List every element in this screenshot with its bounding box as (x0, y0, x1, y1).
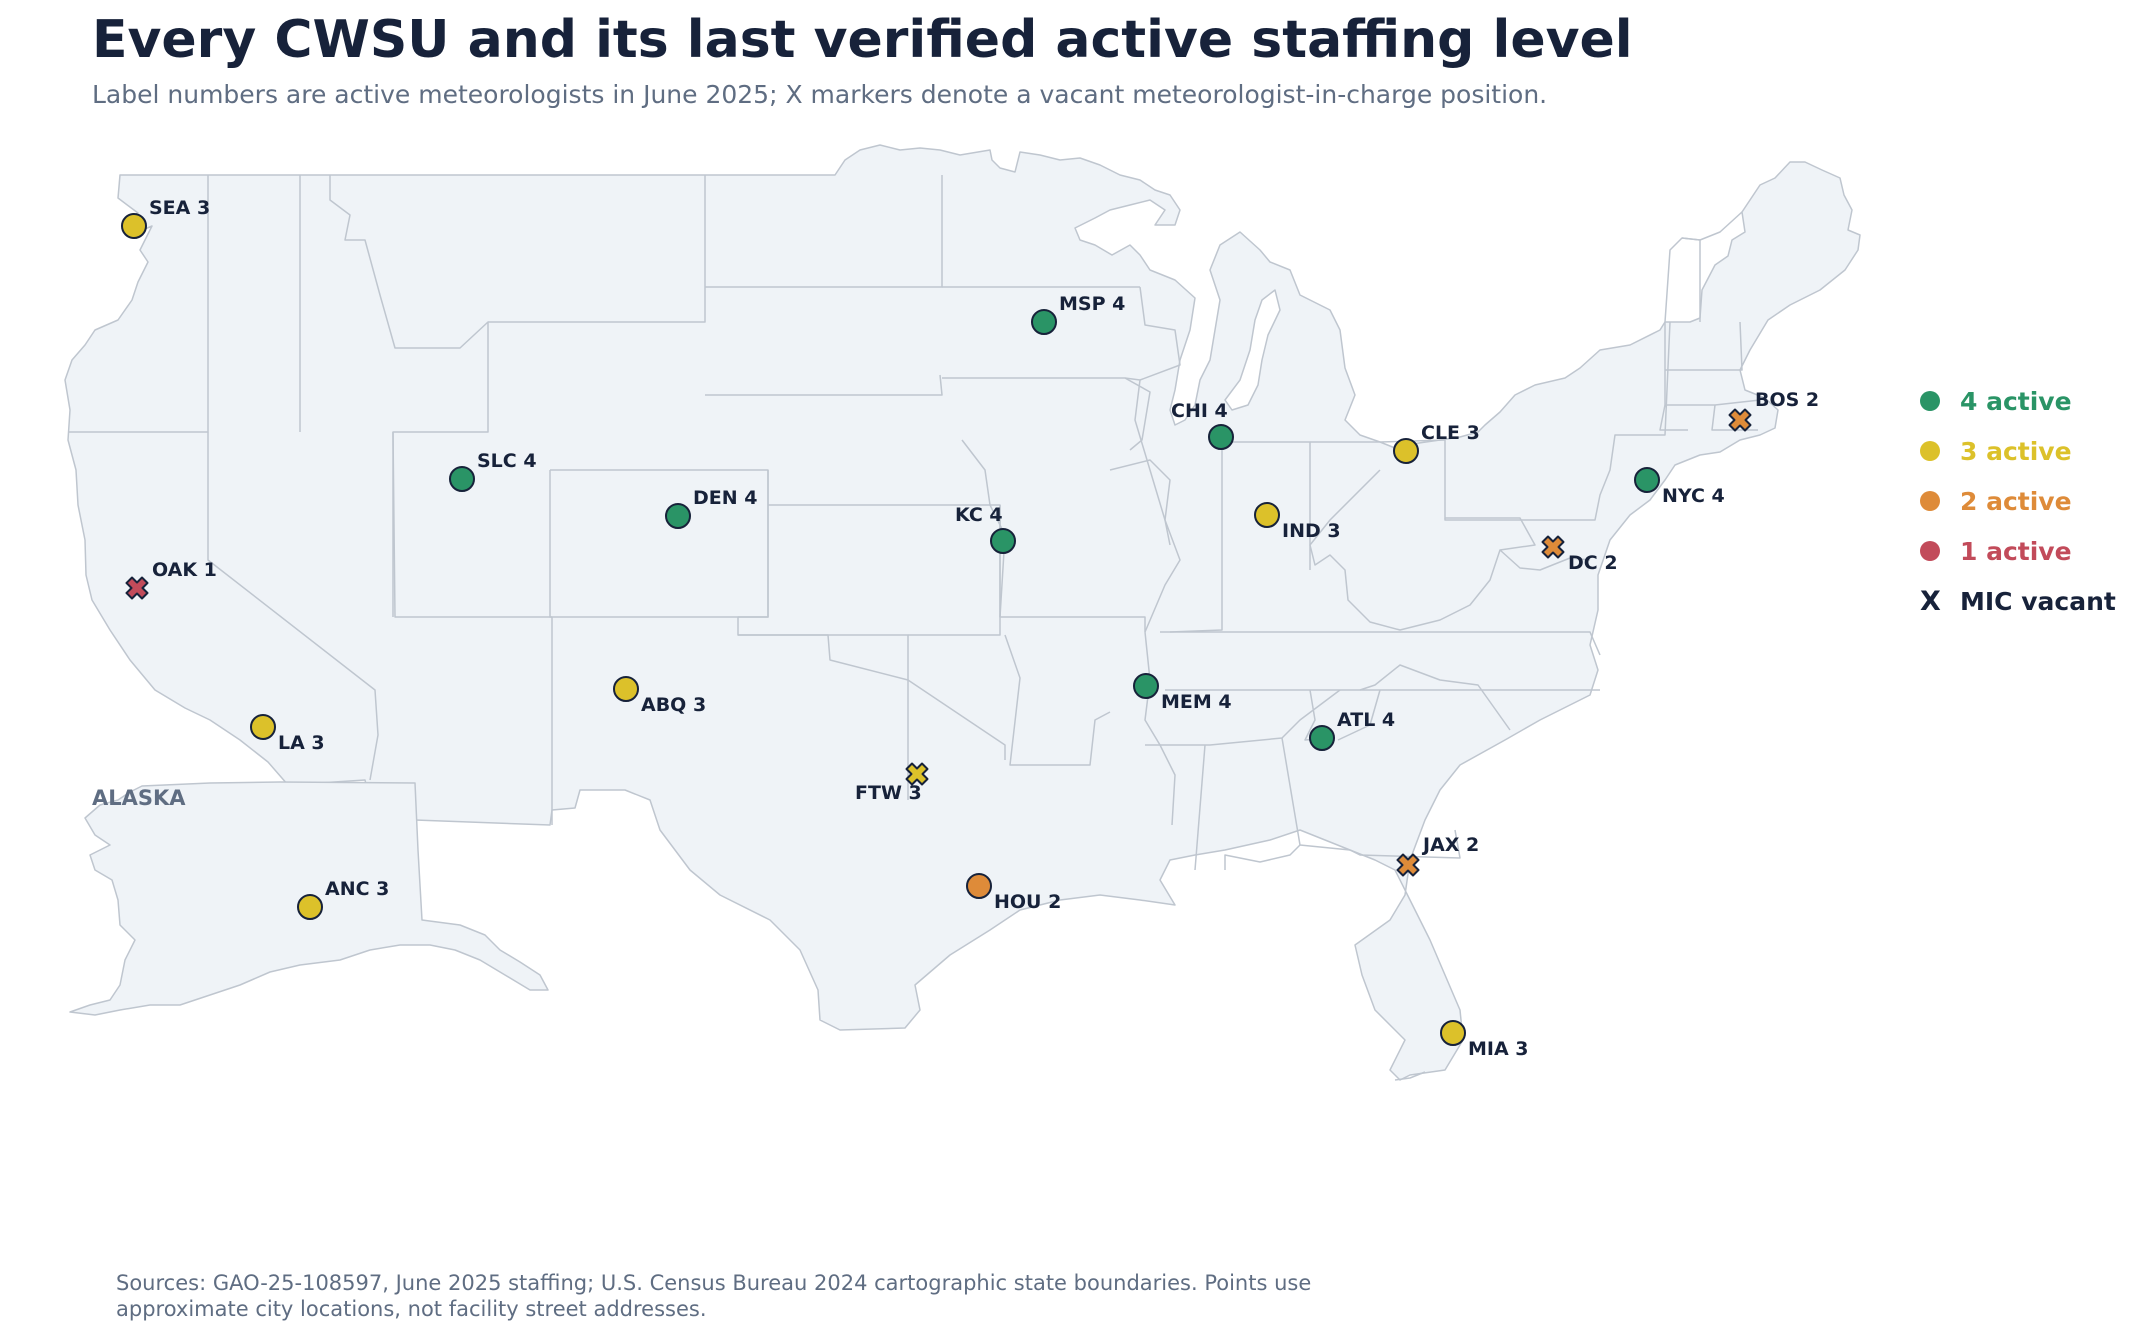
staffing-dot-icon (665, 503, 691, 529)
state-borders (68, 175, 1761, 871)
legend-item-mic-vacant: X MIC vacant (1920, 576, 2116, 626)
cwsu-marker-den: DEN 4 (665, 487, 758, 529)
cwsu-marker-kc: KC 4 (955, 504, 1016, 554)
cwsu-markers: SEA 3 MSP 4 CHI 4 CLE 3 BOS 2 NYC 4 SLC 4 DEN 4… (121, 197, 1819, 1060)
cwsu-label: ABQ 3 (641, 694, 706, 716)
mic-vacant-x-icon (905, 762, 929, 786)
legend-label: 2 active (1960, 486, 2072, 516)
cwsu-label: DEN 4 (693, 487, 758, 509)
staffing-dot-icon (1254, 502, 1280, 528)
staffing-dot-icon (1133, 673, 1159, 699)
cwsu-marker-atl: ATL 4 (1309, 709, 1395, 751)
staffing-dot-icon (1031, 309, 1057, 335)
lake-michigan (1224, 289, 1281, 411)
mic-vacant-x-icon (1728, 408, 1752, 432)
cwsu-marker-hou: HOU 2 (966, 873, 1061, 913)
cwsu-marker-dc: DC 2 (1541, 535, 1618, 574)
cwsu-marker-msp: MSP 4 (1031, 293, 1125, 335)
cwsu-marker-nyc: NYC 4 (1634, 467, 1725, 507)
staffing-dot-icon (1309, 725, 1335, 751)
legend: 4 active 3 active 2 active 1 active X MI… (1920, 376, 2116, 626)
staffing-dot-icon (1634, 467, 1660, 493)
cwsu-label: KC 4 (955, 504, 1003, 526)
cwsu-label: LA 3 (278, 732, 325, 754)
cwsu-label: FTW 3 (855, 782, 922, 804)
cwsu-label: OAK 1 (152, 559, 217, 581)
cwsu-label: CLE 3 (1421, 422, 1480, 444)
staffing-dot-icon (121, 213, 147, 239)
legend-label: 4 active (1960, 386, 2072, 416)
cwsu-label: HOU 2 (994, 891, 1061, 913)
cwsu-marker-la: LA 3 (250, 714, 325, 754)
cwsu-label: SEA 3 (149, 197, 210, 219)
cwsu-marker-ind: IND 3 (1254, 502, 1341, 542)
cwsu-label: MSP 4 (1059, 293, 1125, 315)
legend-dot-icon (1920, 441, 1940, 461)
legend-label: MIC vacant (1960, 586, 2116, 616)
staffing-dot-icon (1393, 438, 1419, 464)
cwsu-marker-sea: SEA 3 (121, 197, 210, 239)
staffing-dot-icon (297, 894, 323, 920)
cwsu-marker-chi: CHI 4 (1171, 400, 1234, 450)
staffing-dot-icon (613, 676, 639, 702)
cwsu-label: IND 3 (1282, 520, 1341, 542)
cwsu-marker-abq: ABQ 3 (613, 676, 706, 716)
cwsu-label: CHI 4 (1171, 400, 1228, 422)
cwsu-label: ATL 4 (1337, 709, 1395, 731)
staffing-dot-icon (1440, 1020, 1466, 1046)
cwsu-marker-jax: JAX 2 (1396, 834, 1479, 877)
staffing-dot-icon (966, 873, 992, 899)
source-line: Sources: GAO-25-108597, June 2025 staffi… (116, 1271, 1312, 1295)
mic-vacant-x-icon (1541, 535, 1565, 559)
legend-label: 3 active (1960, 436, 2072, 466)
legend-label: 1 active (1960, 536, 2072, 566)
cwsu-label: JAX 2 (1421, 834, 1479, 856)
cwsu-marker-oak: OAK 1 (125, 559, 217, 600)
cwsu-label: BOS 2 (1755, 389, 1819, 411)
mic-vacant-x-icon (1396, 853, 1420, 877)
cwsu-marker-mia: MIA 3 (1440, 1020, 1529, 1060)
legend-item-3: 3 active (1920, 426, 2116, 476)
cwsu-label: SLC 4 (477, 450, 537, 472)
legend-item-4: 4 active (1920, 376, 2116, 426)
legend-dot-icon (1920, 391, 1940, 411)
cwsu-marker-slc: SLC 4 (449, 450, 537, 492)
legend-dot-icon (1920, 541, 1940, 561)
cwsu-label: MEM 4 (1161, 691, 1232, 713)
chart-subtitle: Label numbers are active meteorologists … (92, 80, 1548, 109)
legend-item-2: 2 active (1920, 476, 2116, 526)
cwsu-marker-bos: BOS 2 (1728, 389, 1819, 432)
chart-title: Every CWSU and its last verified active … (92, 10, 1633, 70)
cwsu-marker-cle: CLE 3 (1393, 422, 1480, 464)
staffing-dot-icon (1208, 424, 1234, 450)
cwsu-marker-ftw: FTW 3 (855, 762, 929, 804)
us-state-boundaries (64, 144, 1861, 1081)
staffing-dot-icon (250, 714, 276, 740)
cwsu-label: MIA 3 (1468, 1038, 1529, 1060)
cwsu-marker-mem: MEM 4 (1133, 673, 1232, 713)
cwsu-marker-anc: ANC 3 (297, 878, 389, 920)
mic-vacant-x-icon (125, 576, 149, 600)
staffing-dot-icon (449, 466, 475, 492)
alaska-inset-label: ALASKA (92, 786, 186, 810)
staffing-dot-icon (990, 528, 1016, 554)
cwsu-label: ANC 3 (325, 878, 389, 900)
x-mark-icon: X (1920, 585, 1941, 617)
legend-item-1: 1 active (1920, 526, 2116, 576)
legend-dot-icon (1920, 491, 1940, 511)
florida-keys (1394, 1071, 1426, 1081)
cwsu-label: NYC 4 (1662, 485, 1725, 507)
source-note: Sources: GAO-25-108597, June 2025 staffi… (116, 1270, 1576, 1322)
source-line: approximate city locations, not facility… (116, 1297, 707, 1321)
cwsu-label: DC 2 (1568, 552, 1618, 574)
